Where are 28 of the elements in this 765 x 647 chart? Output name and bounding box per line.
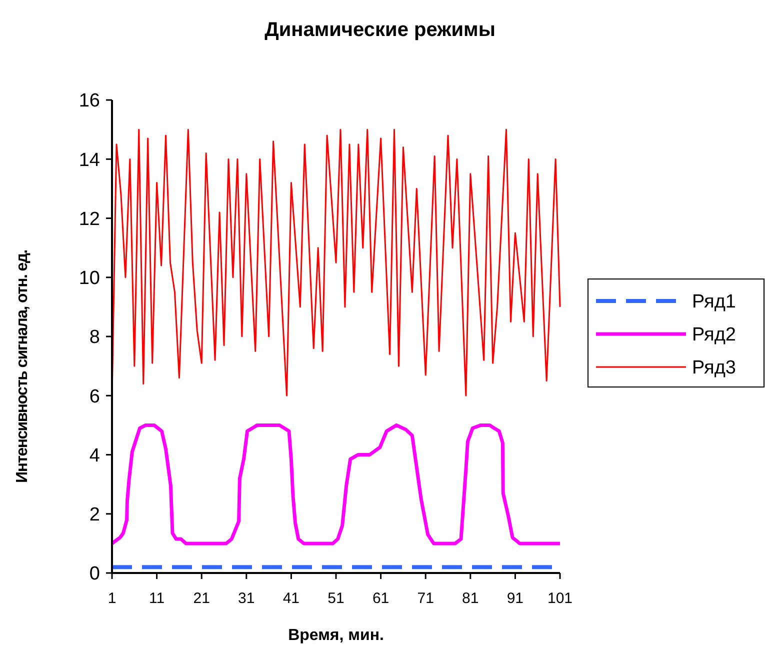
y-axis-title: Интенсивность сигнала, отн. ед.	[14, 250, 31, 483]
line-series	[110, 423, 562, 546]
chart-title: Динамические режимы	[264, 19, 496, 41]
y-tick-label: 6	[89, 386, 100, 408]
x-tick-label: 41	[282, 590, 300, 607]
x-tick-label: 71	[417, 590, 434, 607]
x-tick-label: 11	[149, 590, 165, 607]
line-series	[111, 128, 561, 396]
y-tick-label: 4	[89, 445, 100, 466]
x-tick-label: 31	[238, 590, 255, 607]
y-tick-label: 16	[78, 90, 100, 112]
x-tick-label: 61	[372, 590, 390, 607]
x-tick-label: 1	[108, 590, 116, 607]
y-tick-label: 0	[89, 564, 100, 585]
x-axis-title: Время, мин.	[288, 627, 384, 644]
x-tick-label: 51	[328, 590, 344, 607]
legend-label: Ряд1	[692, 292, 736, 313]
x-tick-label: 21	[193, 590, 210, 607]
y-tick-label: 8	[89, 327, 100, 348]
y-tick-label: 10	[78, 268, 100, 290]
legend-label: Ряд3	[692, 358, 736, 379]
x-tick-label: 101	[547, 590, 573, 607]
y-tick-label: 2	[89, 504, 100, 526]
x-tick-label: 81	[462, 590, 479, 607]
y-tick-label: 12	[78, 208, 100, 230]
legend-label: Ряд2	[692, 324, 736, 346]
x-tick-label: 91	[506, 590, 524, 607]
y-tick-label: 14	[78, 150, 100, 171]
